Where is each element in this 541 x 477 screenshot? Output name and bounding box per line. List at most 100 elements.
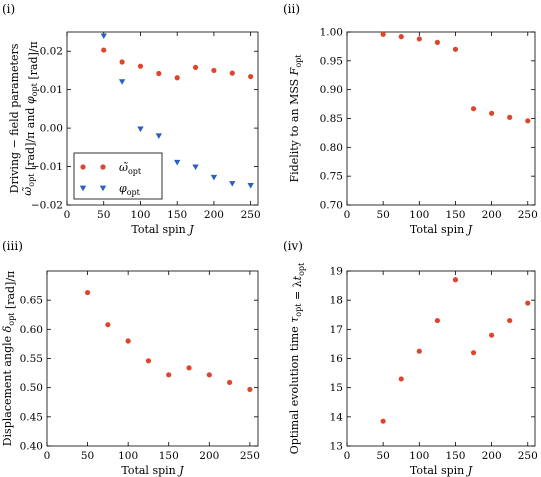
- x-tick-label: 250: [240, 450, 260, 462]
- x-tick-label: 250: [518, 209, 538, 221]
- y-tick-label: −0.02: [31, 200, 63, 212]
- y-tick-label: 13: [330, 441, 343, 453]
- axes-frame: [346, 270, 536, 447]
- x-tick-label: 50: [81, 450, 94, 462]
- legend-marker: [100, 164, 106, 170]
- x-tick-label: 100: [409, 450, 429, 462]
- panel-ii: (ii) 0 50 100 150 200 250 0.70 0.75 0.80 0.85 0.90…: [283, 2, 538, 236]
- x-axis-label: Total spin J: [410, 464, 473, 477]
- legend-marker: [80, 164, 86, 170]
- plot-area: 0 50 100 150 200 250 0.70 0.75 0.80 0.85 0.90 0.95 1…: [288, 27, 538, 237]
- x-tick-label: 50: [376, 450, 389, 462]
- data-point: [416, 36, 422, 42]
- legend-label: φopt: [119, 182, 141, 197]
- y-tick-label: 0.40: [20, 441, 43, 453]
- panel-label: (iii): [2, 239, 23, 253]
- plot-area: 0 50 100 150 200 250 −0.02 −0.01 0.00 0.01 0.02 Tot…: [8, 31, 261, 236]
- y-axis-label-line2: ω̃opt [rad]/π and φopt [rad]/π: [21, 41, 40, 195]
- y-tick-label: 0.02: [40, 46, 63, 58]
- y-tick-label: 18: [330, 295, 343, 307]
- data-point: [489, 332, 495, 338]
- data-point-triangle: [192, 164, 199, 171]
- legend-box: [73, 152, 163, 200]
- data-point: [416, 348, 422, 354]
- data-point-triangle: [210, 174, 218, 181]
- data-point: [105, 322, 111, 328]
- y-tick-label: 0.75: [320, 171, 343, 183]
- y-tick-label: 19: [330, 266, 343, 278]
- data-point: [119, 59, 125, 65]
- panel-iv: (iv) 0 50 100 150 200 250 13 14 15 16 17 18 19 Total …: [283, 239, 538, 477]
- x-tick-label: 0: [344, 209, 351, 221]
- x-tick-label: 0: [344, 450, 351, 462]
- y-tick-label: 1.00: [320, 27, 343, 39]
- x-tick-label: 0: [64, 209, 71, 221]
- axes-frame: [46, 270, 259, 447]
- data-point: [452, 277, 459, 283]
- y-tick-label: 0.65: [20, 295, 43, 307]
- panel-label: (i): [2, 2, 15, 16]
- y-tick-label: 0.90: [320, 84, 343, 96]
- panel-label: (iv): [283, 239, 303, 253]
- y-tick-label: 0.55: [20, 353, 43, 365]
- data-point-triangle: [118, 79, 126, 85]
- y-tick-label: 15: [330, 382, 343, 394]
- y-tick-label: 0.45: [20, 411, 43, 423]
- panel-iii: (iii) 0 50 100 150 200 250 0.40 0.45 0.50 0.55 0.6…: [1, 239, 260, 477]
- y-tick-label: 0.95: [320, 55, 343, 67]
- y-axis-label: Driving − field parameters: [8, 43, 21, 193]
- data-point: [398, 34, 404, 40]
- axes-frame: [346, 31, 536, 206]
- x-tick-label: 200: [199, 450, 219, 462]
- data-point: [525, 118, 531, 124]
- legend-label: ω̃opt: [119, 161, 142, 176]
- y-tick-label: 0.85: [320, 113, 343, 125]
- x-axis-label: Total spin J: [410, 223, 473, 236]
- x-tick-label: 250: [241, 209, 261, 221]
- data-point: [125, 338, 131, 344]
- y-tick-label: −0.01: [31, 161, 63, 173]
- y-axis-label: Optimal evolution time τopt = λtopt: [288, 262, 306, 454]
- data-point: [452, 46, 459, 52]
- plot-area: 0 50 100 150 200 250 13 14 15 16 17 18 19 Total spin …: [288, 262, 538, 477]
- x-tick-label: 250: [518, 450, 538, 462]
- x-tick-label: 150: [445, 450, 465, 462]
- x-tick-label: 0: [44, 450, 51, 462]
- panel-i: (i) 0 50 100 150 200 250 −0.02 −0.01 0.00 0.01 0.0…: [2, 2, 261, 236]
- data-point: [470, 350, 477, 356]
- data-point: [211, 67, 217, 74]
- x-tick-label: 200: [482, 450, 502, 462]
- data-point: [248, 73, 254, 80]
- y-tick-label: 0.00: [40, 123, 63, 135]
- x-axis-label: Total spin J: [121, 464, 184, 477]
- plot-area: 0 50 100 150 200 250 0.40 0.45 0.50 0.55 0.60 0.65 T…: [1, 270, 260, 477]
- x-tick-label: 200: [204, 209, 224, 221]
- x-tick-label: 100: [118, 450, 138, 462]
- x-tick-label: 150: [159, 450, 179, 462]
- data-point: [192, 64, 199, 70]
- data-point: [186, 365, 192, 371]
- data-point: [470, 106, 477, 112]
- y-tick-label: 14: [330, 411, 344, 423]
- data-point-triangle: [247, 182, 254, 189]
- axes-frame: [66, 31, 259, 206]
- x-tick-label: 100: [130, 209, 150, 221]
- x-tick-label: 50: [376, 209, 389, 221]
- legend-marker: [79, 185, 87, 192]
- data-point: [434, 39, 440, 45]
- data-point: [434, 317, 440, 324]
- x-tick-label: 200: [482, 209, 502, 221]
- x-tick-label: 100: [409, 209, 429, 221]
- y-tick-label: 0.50: [20, 382, 43, 394]
- data-point-triangle: [155, 133, 163, 139]
- y-tick-label: 0.80: [320, 142, 343, 154]
- data-point: [507, 114, 513, 120]
- data-point: [380, 31, 386, 37]
- data-point: [525, 300, 531, 306]
- y-axis-label: Fidelity to an MSS Fopt: [288, 54, 303, 183]
- data-point: [145, 358, 152, 364]
- data-point: [206, 372, 212, 378]
- y-tick-label: 17: [330, 324, 343, 336]
- x-axis-label: Total spin J: [131, 223, 194, 236]
